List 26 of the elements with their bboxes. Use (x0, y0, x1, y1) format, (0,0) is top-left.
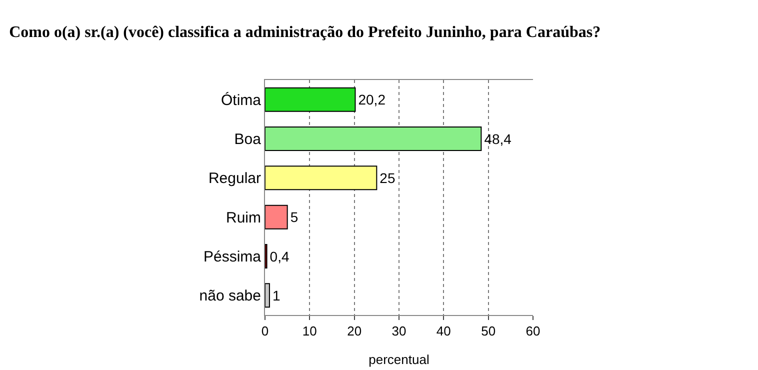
x-tick-label: 20 (347, 324, 362, 339)
bar (265, 283, 270, 308)
y-tick-label: Péssima (203, 248, 262, 266)
y-tick-label: Regular (208, 170, 262, 188)
data-label: 48,4 (484, 130, 512, 147)
data-label: 1 (272, 287, 280, 304)
y-tick-label: Ruim (226, 209, 261, 226)
y-tick-label: Ótima (220, 90, 262, 109)
y-tick-label: não sabe (199, 288, 261, 305)
x-tick-label: 60 (526, 324, 540, 339)
x-tick-label: 40 (436, 324, 451, 339)
bar (265, 166, 378, 190)
bar (265, 204, 288, 230)
bar (265, 87, 356, 112)
data-label: 0,4 (270, 248, 290, 264)
x-tick-label: 50 (481, 324, 496, 339)
x-tick-label: 10 (302, 324, 317, 339)
data-label: 20,2 (358, 92, 386, 108)
bar (265, 126, 482, 151)
chart-title: Como o(a) sr.(a) (você) classifica a administração do Prefeito Juninho, para Caraúbas? (9, 24, 601, 42)
x-axis-title: percentual (368, 352, 430, 367)
x-tick-label: 0 (261, 324, 269, 339)
data-label: 5 (290, 209, 298, 226)
y-tick-label: Boa (234, 131, 262, 148)
x-tick-label: 30 (392, 324, 406, 339)
data-label: 25 (380, 170, 396, 186)
